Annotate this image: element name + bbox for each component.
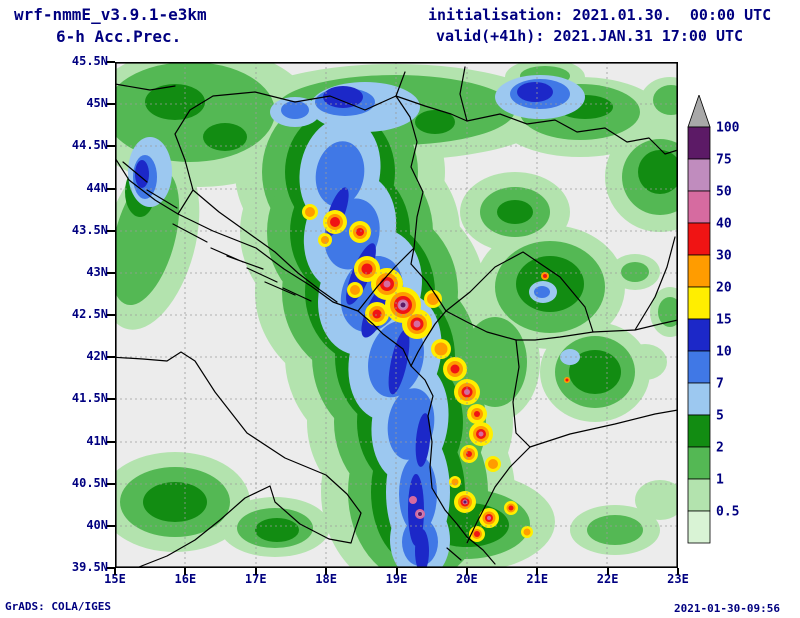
legend-label: 1 bbox=[716, 473, 724, 488]
y-axis-tick bbox=[107, 440, 115, 443]
x-axis-label: 18E bbox=[315, 572, 337, 586]
legend-label: 20 bbox=[716, 281, 732, 296]
legend-color-box bbox=[687, 222, 711, 256]
y-axis-tick bbox=[107, 524, 115, 527]
x-axis-label: 15E bbox=[104, 572, 126, 586]
legend-color-box bbox=[687, 446, 711, 480]
map-frame bbox=[85, 47, 715, 597]
y-axis-label: 44N bbox=[86, 180, 108, 195]
legend-color-box bbox=[687, 318, 711, 352]
legend-color-box bbox=[687, 158, 711, 192]
legend-label: 5 bbox=[716, 409, 724, 424]
y-axis-label: 42.5N bbox=[71, 307, 108, 321]
y-axis-tick bbox=[107, 398, 115, 401]
y-axis-label: 41.5N bbox=[71, 391, 108, 406]
x-axis-tick bbox=[114, 568, 116, 575]
x-axis-label: 16E bbox=[174, 572, 197, 586]
y-axis-label: 39.5N bbox=[71, 560, 108, 574]
y-axis-label: 40N bbox=[86, 517, 108, 532]
legend-color-box bbox=[687, 286, 711, 320]
y-axis-tick bbox=[107, 356, 115, 359]
y-axis-tick bbox=[107, 61, 115, 63]
product-title: 6-h Acc.Prec. bbox=[56, 27, 182, 46]
y-axis-label: 45N bbox=[86, 96, 108, 111]
legend-arrow bbox=[687, 95, 711, 128]
y-axis-tick bbox=[107, 271, 115, 274]
legend-color-box bbox=[687, 126, 711, 160]
map-borders bbox=[109, 66, 679, 568]
legend-label: 40 bbox=[716, 217, 732, 232]
legend-color-box bbox=[687, 478, 711, 512]
y-axis-label: 44.5N bbox=[71, 138, 108, 153]
x-axis-label: 17E bbox=[244, 572, 267, 586]
x-axis-tick bbox=[395, 568, 398, 575]
init-time-label: initialisation: 2021.01.30. 00:00 UTC bbox=[428, 6, 772, 24]
legend-color-box bbox=[687, 350, 711, 384]
x-axis-label: 23E bbox=[667, 572, 689, 586]
valid-time-label: valid(+41h): 2021.JAN.31 17:00 UTC bbox=[436, 27, 744, 45]
y-axis-label: 40.5N bbox=[71, 475, 108, 490]
legend-color-box bbox=[687, 254, 711, 288]
legend-color-box bbox=[687, 382, 711, 416]
map-border-frame bbox=[115, 62, 679, 568]
y-axis-label: 42N bbox=[86, 349, 108, 364]
creation-timestamp: 2021-01-30-09:56 bbox=[674, 602, 780, 615]
legend-color-box bbox=[687, 414, 711, 448]
y-axis-label: 43.5N bbox=[71, 222, 108, 237]
legend-label: 50 bbox=[716, 185, 732, 200]
y-axis-tick bbox=[107, 567, 115, 569]
legend-label: 15 bbox=[716, 313, 732, 328]
map-canvas bbox=[85, 47, 715, 597]
precip-level-purple bbox=[400, 302, 467, 516]
legend-label: 2 bbox=[716, 441, 724, 456]
grads-credit: GrADS: COLA/IGES bbox=[5, 600, 111, 613]
x-axis-tick bbox=[536, 568, 539, 575]
y-axis-tick bbox=[107, 229, 115, 232]
x-axis-tick bbox=[677, 568, 679, 575]
x-axis-tick bbox=[184, 568, 187, 575]
y-axis-label: 45.5N bbox=[71, 54, 108, 68]
x-axis-tick bbox=[254, 568, 257, 575]
x-axis-label: 21E bbox=[526, 572, 549, 586]
y-axis-tick bbox=[107, 187, 115, 190]
y-axis-tick bbox=[107, 314, 115, 316]
legend-label: 100 bbox=[716, 121, 740, 136]
y-axis-tick bbox=[107, 103, 115, 106]
x-axis-label: 19E bbox=[385, 572, 408, 586]
x-axis-label: 20E bbox=[456, 572, 478, 586]
legend-label: 0.5 bbox=[716, 505, 739, 520]
x-axis-tick bbox=[465, 568, 468, 575]
graticule bbox=[115, 62, 678, 568]
x-axis-tick bbox=[325, 568, 328, 575]
y-axis-tick bbox=[107, 145, 115, 148]
model-title: wrf-nmmE_v3.9.1-e3km bbox=[14, 5, 207, 24]
legend-color-box bbox=[687, 510, 711, 544]
x-axis-tick bbox=[606, 568, 609, 575]
y-axis-tick bbox=[107, 482, 115, 485]
legend-label: 30 bbox=[716, 249, 732, 264]
y-axis-label: 41N bbox=[86, 433, 108, 448]
legend-label: 7 bbox=[716, 377, 724, 392]
x-axis-label: 22E bbox=[596, 572, 619, 586]
y-axis-label: 43N bbox=[86, 264, 108, 279]
legend-label: 10 bbox=[716, 345, 732, 360]
legend-color-box bbox=[687, 190, 711, 224]
legend-label: 75 bbox=[716, 153, 732, 168]
